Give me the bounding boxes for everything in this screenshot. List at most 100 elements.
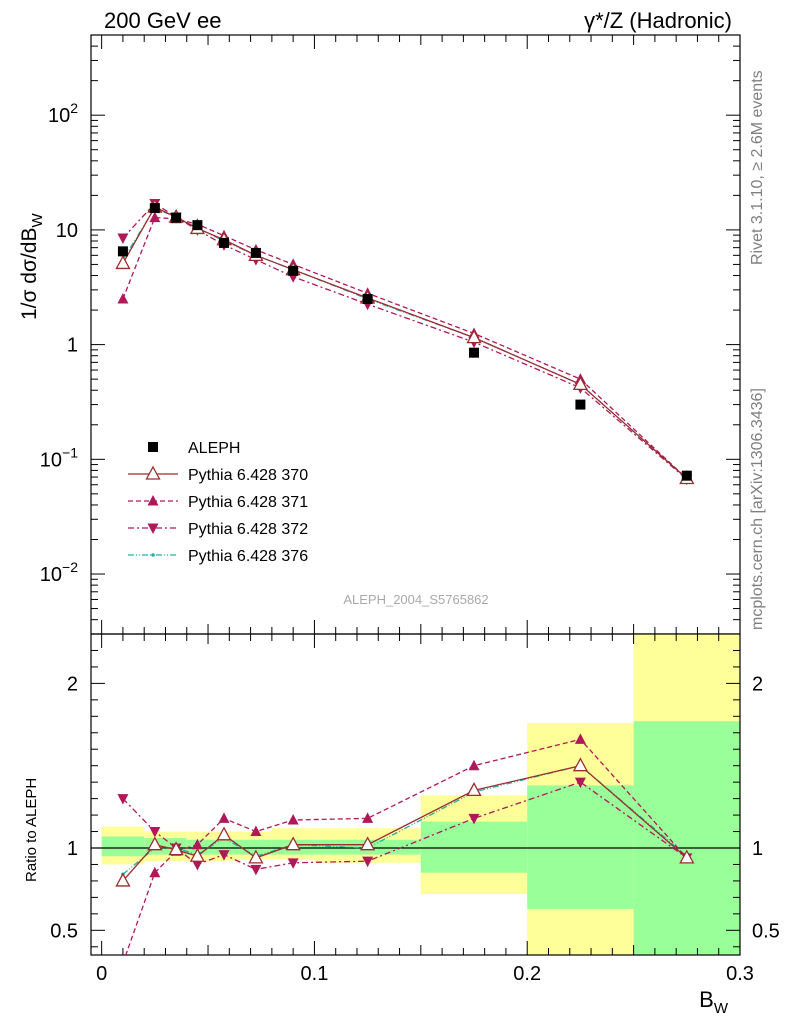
x-tick-label: 0.2 (513, 963, 541, 985)
ratio-y-tick-label: 1 (67, 838, 78, 860)
ratio-point-p372 (362, 856, 374, 868)
ratio-point-p372 (149, 827, 161, 838)
ratio-y-tick-label-right: 2 (752, 673, 763, 695)
legend-marker (148, 442, 158, 452)
ratio-point-p370 (189, 847, 205, 862)
legend-marker (147, 495, 159, 506)
series-data (117, 203, 692, 481)
main-y-tick-label: 1 (67, 335, 78, 357)
analysis-watermark: ALEPH_2004_S5765862 (343, 592, 488, 607)
x-tick-label: 0.3 (726, 963, 754, 985)
ratio-point-p370 (216, 826, 232, 841)
main-y-tick-label: 10 (56, 220, 78, 242)
point-data (149, 203, 160, 214)
ratio-point-p372 (250, 864, 262, 876)
legend-item-p371: Pythia 6.428 371 (128, 494, 308, 511)
ratio-y-tick-label: 2 (67, 673, 78, 695)
ratio-point-p372 (218, 850, 230, 861)
series-line-p370 (122, 206, 688, 480)
point-p370 (115, 255, 131, 270)
legend-marker (147, 523, 159, 534)
ratio-point-p370 (572, 757, 589, 772)
legend-item-data: ALEPH (148, 440, 240, 457)
ratio-panel-series (115, 733, 695, 955)
ratio-y-tick-label-right: 1 (752, 838, 763, 860)
x-axis-label-text: BW (699, 987, 729, 1017)
point-data (681, 470, 692, 481)
point-data (171, 212, 182, 223)
ratio-panel-axes: 0.5 0.5 1 1 2 2 0 0.1 0.2 0.3 (50, 633, 780, 985)
legend-item-p376: Pythia 6.428 376 (128, 548, 308, 565)
ratio-point-p370 (466, 782, 482, 797)
series-line-p376 (122, 207, 688, 480)
legend-label: ALEPH (188, 440, 240, 457)
ratio-y-tick-label-right: 0.5 (752, 920, 780, 942)
point-data (250, 247, 261, 258)
ratio-point-p372 (574, 777, 586, 789)
ratio-point-p372 (191, 859, 203, 871)
ratio-point-p370 (147, 836, 163, 851)
legend-label: Pythia 6.428 376 (188, 548, 308, 565)
ratio-point-p370 (115, 872, 131, 887)
ratio-line-p376 (122, 764, 688, 875)
legend-label: Pythia 6.428 371 (188, 494, 308, 511)
mcplots-label: mcplots.cern.ch [arXiv:1306.3436] (749, 388, 766, 630)
point-p370 (572, 376, 589, 391)
point-data (117, 246, 128, 257)
point-data (192, 220, 203, 231)
point-p370 (466, 329, 482, 344)
ratio-point-p371 (191, 838, 203, 850)
ratio-point-p370 (285, 836, 301, 851)
ratio-series-p370 (115, 757, 695, 887)
ratio-uncertainty-bands (101, 634, 740, 955)
legend-label: Pythia 6.428 372 (188, 521, 308, 538)
ratio-point-p371 (468, 759, 480, 771)
ratio-y-tick-label: 0.5 (50, 920, 78, 942)
legend-marker (151, 553, 155, 557)
ratio-point-p371 (218, 812, 230, 823)
ratio-point-p371 (362, 812, 374, 823)
legend-item-p372: Pythia 6.428 372 (128, 521, 308, 538)
ratio-point-p372 (287, 858, 299, 869)
legend-item-p370: Pythia 6.428 370 (128, 465, 308, 484)
main-y-axis-label-text: 1/σ dσ/dBW (18, 213, 46, 320)
ratio-point-p372 (117, 794, 129, 805)
header-right-title: γ*/Z (Hadronic) (584, 8, 732, 33)
legend-marker (145, 465, 161, 480)
ratio-frame (90, 633, 741, 956)
point-data (362, 293, 373, 304)
point-data (218, 237, 229, 248)
ratio-y-axis-label: Ratio to ALEPH (23, 778, 40, 882)
ratio-point-p371 (250, 825, 262, 837)
series-line-p372 (122, 202, 688, 480)
main-frame (90, 34, 741, 635)
x-tick-label: 0.1 (301, 963, 329, 985)
ratio-point-p371 (287, 814, 299, 825)
point-data (288, 265, 299, 276)
ratio-point-p371 (574, 733, 586, 744)
ratio-point-p370 (679, 849, 695, 864)
ratio-point-p370 (248, 849, 264, 864)
ratio-point-p371 (149, 866, 161, 878)
band-inner (633, 721, 740, 955)
main-panel-axes: 10−2 10−1 1 10 102 (40, 34, 741, 635)
ratio-point-p370 (360, 836, 376, 851)
main-panel-series (115, 198, 695, 486)
legend-label: Pythia 6.428 370 (188, 467, 308, 484)
point-data (575, 399, 586, 410)
point-p371 (117, 292, 129, 304)
band-inner (420, 821, 528, 873)
main-y-tick-label: 10−2 (40, 559, 78, 586)
point-p371 (149, 211, 161, 223)
x-axis-label: BW (699, 987, 729, 1017)
x-tick-label: 0 (96, 963, 107, 985)
header-left-title: 200 GeV ee (104, 8, 221, 33)
main-y-tick-label: 10−1 (40, 444, 78, 471)
band-inner (101, 836, 145, 857)
ratio-point-p370 (168, 841, 184, 856)
ratio-point-p372 (468, 813, 480, 825)
band-inner (239, 839, 272, 855)
band-inner (527, 785, 634, 909)
main-y-tick-label: 102 (48, 100, 78, 127)
